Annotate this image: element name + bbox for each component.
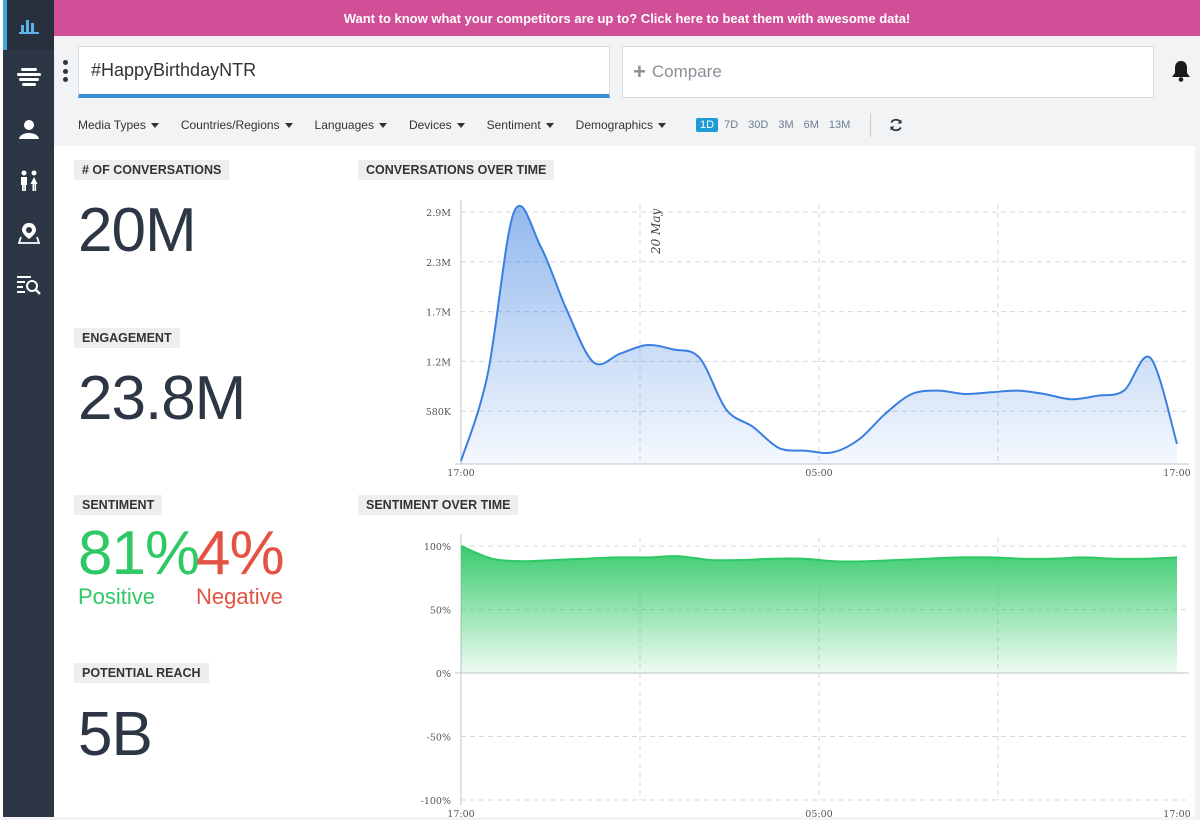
filter-bar: Media Types Countries/Regions Languages …: [78, 114, 903, 136]
sentiment-label: SENTIMENT: [74, 495, 162, 515]
people-icon: [18, 170, 40, 192]
range-1d[interactable]: 1D: [696, 118, 718, 132]
range-6m[interactable]: 6M: [800, 118, 823, 132]
reach-value: 5B: [78, 704, 152, 766]
y-tick-label: 1.7M: [426, 308, 451, 319]
filter-demographics[interactable]: Demographics: [576, 118, 666, 132]
filter-media-types[interactable]: Media Types: [78, 118, 159, 132]
caret-down-icon: [151, 123, 159, 128]
sentiment-over-time-chart: 100% 50% 0% -50% -100% 17:00 05:00 17:00: [354, 520, 1195, 820]
filter-countries-regions[interactable]: Countries/Regions: [181, 118, 293, 132]
x-tick-label: 17:00: [447, 468, 474, 479]
y-tick-label: -50%: [427, 733, 451, 744]
bar-chart-icon: [19, 16, 39, 34]
filter-sentiment[interactable]: Sentiment: [487, 118, 554, 132]
sidebar: [0, 0, 54, 817]
y-tick-label: 2.9M: [426, 208, 451, 219]
range-3m[interactable]: 3M: [774, 118, 797, 132]
x-tick-label: 17:00: [1163, 468, 1190, 479]
nav-geography[interactable]: [3, 208, 54, 258]
reach-label: POTENTIAL REACH: [74, 663, 209, 683]
caret-down-icon: [658, 123, 666, 128]
x-tick-label: 05:00: [805, 809, 832, 820]
dashboard-panel: # OF CONVERSATIONS 20M ENGAGEMENT 23.8M …: [54, 146, 1195, 817]
y-tick-label: -100%: [421, 796, 451, 807]
plus-icon: +: [633, 59, 646, 85]
refresh-icon[interactable]: [889, 118, 903, 132]
caret-down-icon: [546, 123, 554, 128]
map-pin-icon: [18, 222, 40, 244]
nav-stream[interactable]: [3, 52, 54, 102]
x-tick-label: 17:00: [1163, 809, 1190, 820]
engagement-value: 23.8M: [78, 368, 245, 430]
stream-icon: [17, 67, 41, 87]
y-tick-label: 1.2M: [426, 357, 451, 368]
y-tick-label: 580K: [426, 407, 452, 418]
y-tick-label: 50%: [430, 606, 451, 617]
conversations-label: # OF CONVERSATIONS: [74, 160, 229, 180]
positive-sentiment-label: Positive: [78, 586, 155, 608]
range-30d[interactable]: 30D: [744, 118, 772, 132]
nav-search-results[interactable]: [3, 260, 54, 310]
positive-sentiment-value: 81%: [78, 523, 199, 585]
engagement-label: ENGAGEMENT: [74, 328, 180, 348]
x-tick-label: 17:00: [447, 809, 474, 820]
nav-demographics[interactable]: [3, 156, 54, 206]
time-range-selector: 1D 7D 30D 3M 6M 13M: [696, 118, 856, 132]
caret-down-icon: [285, 123, 293, 128]
date-annotation: 20 May: [649, 208, 663, 255]
more-options-icon[interactable]: [58, 58, 72, 84]
y-tick-label: 100%: [424, 542, 451, 553]
range-13m[interactable]: 13M: [825, 118, 854, 132]
search-query-text: #HappyBirthdayNTR: [91, 60, 256, 81]
bell-icon[interactable]: [1171, 60, 1191, 82]
sentiment-chart-title: SENTIMENT OVER TIME: [358, 495, 518, 515]
conversations-value: 20M: [78, 200, 196, 262]
divider: [870, 113, 871, 137]
y-tick-label: 2.3M: [426, 258, 451, 269]
compare-placeholder: Compare: [652, 62, 722, 82]
filter-languages[interactable]: Languages: [315, 118, 387, 132]
filter-devices[interactable]: Devices: [409, 118, 465, 132]
compare-input[interactable]: + Compare: [622, 46, 1154, 98]
list-search-icon: [17, 275, 41, 295]
caret-down-icon: [379, 123, 387, 128]
nav-influencers[interactable]: [3, 104, 54, 154]
conversations-over-time-chart: 580K 1.2M 1.7M 2.3M 2.9M 17:00 05:00 17:00 20 Ma…: [354, 186, 1195, 496]
series-area: [461, 546, 1177, 673]
user-icon: [18, 119, 40, 139]
search-input[interactable]: #HappyBirthdayNTR: [78, 46, 610, 98]
caret-down-icon: [457, 123, 465, 128]
x-tick-label: 05:00: [805, 468, 832, 479]
range-7d[interactable]: 7D: [720, 118, 742, 132]
nav-analytics[interactable]: [3, 0, 54, 50]
negative-sentiment-label: Negative: [196, 586, 283, 608]
y-tick-label: 0%: [436, 669, 451, 680]
negative-sentiment-value: 4%: [196, 523, 284, 585]
conversations-chart-title: CONVERSATIONS OVER TIME: [358, 160, 554, 180]
promo-banner[interactable]: Want to know what your competitors are u…: [54, 0, 1200, 36]
